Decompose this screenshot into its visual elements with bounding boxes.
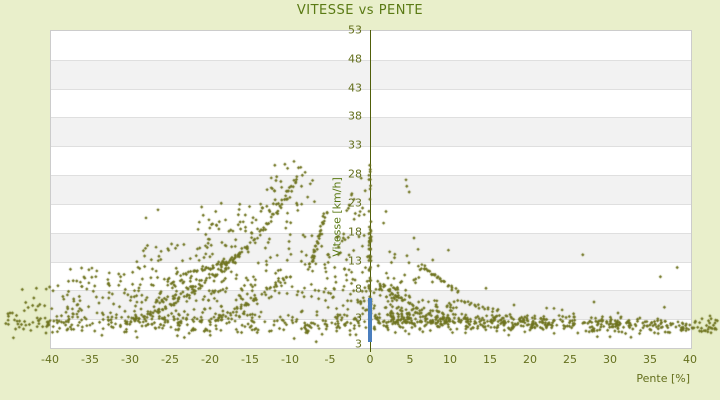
x-tick-label: -20 — [201, 353, 219, 366]
y-tick-label: 48 — [348, 52, 362, 66]
y-tick-label: 53 — [348, 23, 362, 37]
y-tick-label: 8 — [355, 282, 362, 296]
x-tick-label: 20 — [523, 353, 537, 366]
y-tick-label: 38 — [348, 109, 362, 123]
x-tick-label: 35 — [643, 353, 657, 366]
x-tick-label: 15 — [483, 353, 497, 366]
x-tick-label: 0 — [366, 353, 374, 366]
x-tick-label: 5 — [406, 353, 414, 366]
chart-title: VITESSE vs PENTE — [296, 3, 424, 18]
x-tick-label: -40 — [41, 353, 59, 366]
x-tick-label: 30 — [603, 353, 617, 366]
x-tick-label: -10 — [281, 353, 299, 366]
x-tick-label: -15 — [241, 353, 259, 366]
x-tick-label: -5 — [324, 353, 336, 366]
y-tick-label: 13 — [348, 254, 362, 268]
y-axis-end-label: 3 — [355, 337, 362, 351]
y-tick-label: 3 — [355, 311, 362, 325]
x-tick-label: -35 — [81, 353, 99, 366]
y-tick-label: 18 — [348, 225, 362, 239]
y-tick-label: 33 — [348, 138, 362, 152]
x-tick-label: 25 — [563, 353, 577, 366]
x-axis-label: Pente [%] — [636, 372, 690, 385]
x-tick-label: 40 — [683, 353, 697, 366]
y-axis-label: Vitesse [km/h] — [330, 177, 344, 258]
x-tick-label: 10 — [443, 353, 457, 366]
x-tick-label: -25 — [161, 353, 179, 366]
zero-pente-blue-cluster — [368, 298, 372, 343]
y-tick-label: 43 — [348, 81, 362, 95]
y-tick-label: 28 — [348, 167, 362, 181]
y-tick-label: 23 — [348, 196, 362, 210]
x-tick-label: -30 — [121, 353, 139, 366]
